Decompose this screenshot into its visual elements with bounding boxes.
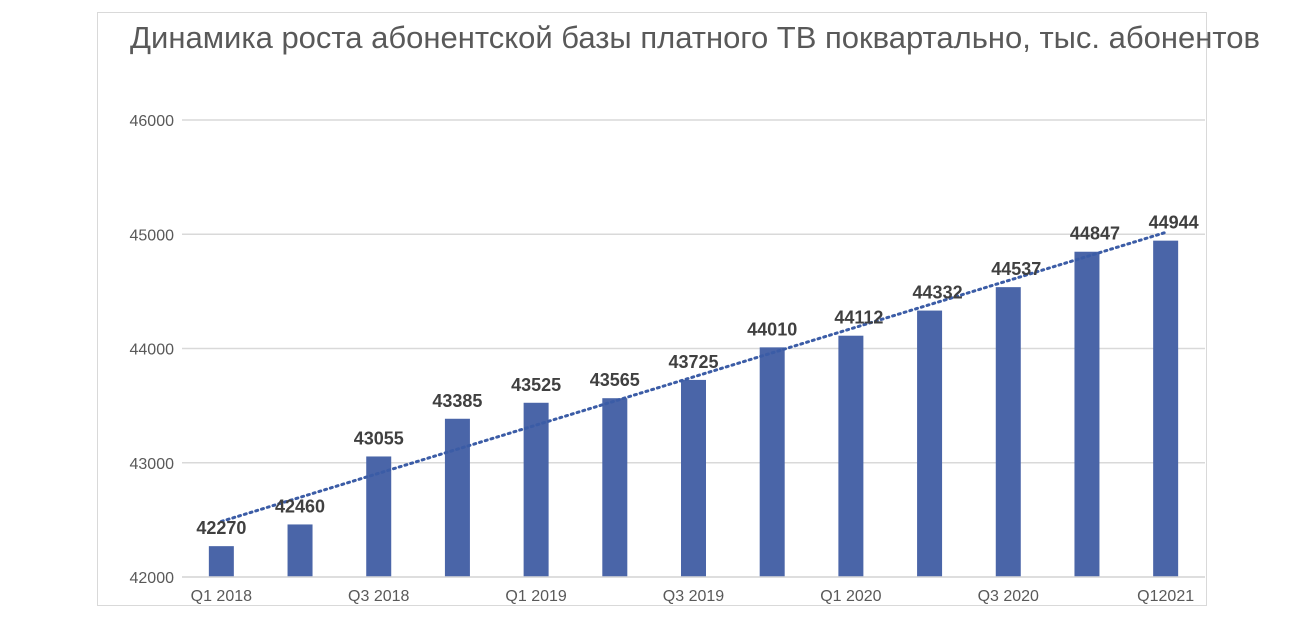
data-label: 44112	[834, 308, 883, 328]
data-label: 42460	[275, 496, 325, 516]
bar	[287, 524, 313, 577]
y-tick-label: 42000	[130, 570, 175, 587]
data-label: 43565	[590, 370, 640, 390]
bar	[917, 310, 943, 577]
bar	[1153, 240, 1179, 577]
bar	[1074, 251, 1100, 577]
data-label: 43525	[511, 375, 561, 395]
data-label: 44537	[991, 259, 1041, 279]
data-label: 44010	[747, 319, 797, 339]
chart-title: Динамика роста абонентской базы платного…	[130, 20, 1260, 55]
x-tick-label: Q3 2020	[978, 588, 1039, 605]
data-label: 44847	[1070, 224, 1120, 244]
data-label: 44944	[1149, 213, 1199, 233]
bar	[838, 335, 864, 577]
y-tick-label: 44000	[130, 342, 175, 359]
x-tick-label: Q3 2019	[663, 588, 724, 605]
x-tick-label: Q1 2019	[505, 588, 566, 605]
x-tick-label: Q1 2018	[191, 588, 252, 605]
data-label: 43725	[668, 352, 718, 372]
data-label: 42270	[196, 518, 246, 538]
bar	[681, 379, 706, 577]
y-tick-label: 46000	[130, 113, 175, 130]
x-tick-label: Q3 2018	[348, 588, 409, 605]
data-label: 44332	[913, 283, 963, 303]
y-tick-label: 43000	[130, 456, 175, 473]
chart-frame	[97, 12, 1207, 606]
data-label: 43055	[354, 428, 404, 448]
x-tick-label: Q12021	[1137, 588, 1194, 605]
bar	[444, 418, 470, 577]
data-label: 43385	[432, 391, 482, 411]
x-tick-label: Q1 2020	[820, 588, 881, 605]
trendline	[219, 230, 1168, 523]
bar	[208, 546, 234, 577]
bar	[523, 402, 549, 577]
bar	[759, 347, 785, 577]
bar	[602, 398, 628, 577]
y-tick-label: 45000	[130, 227, 175, 244]
bar	[995, 287, 1021, 577]
